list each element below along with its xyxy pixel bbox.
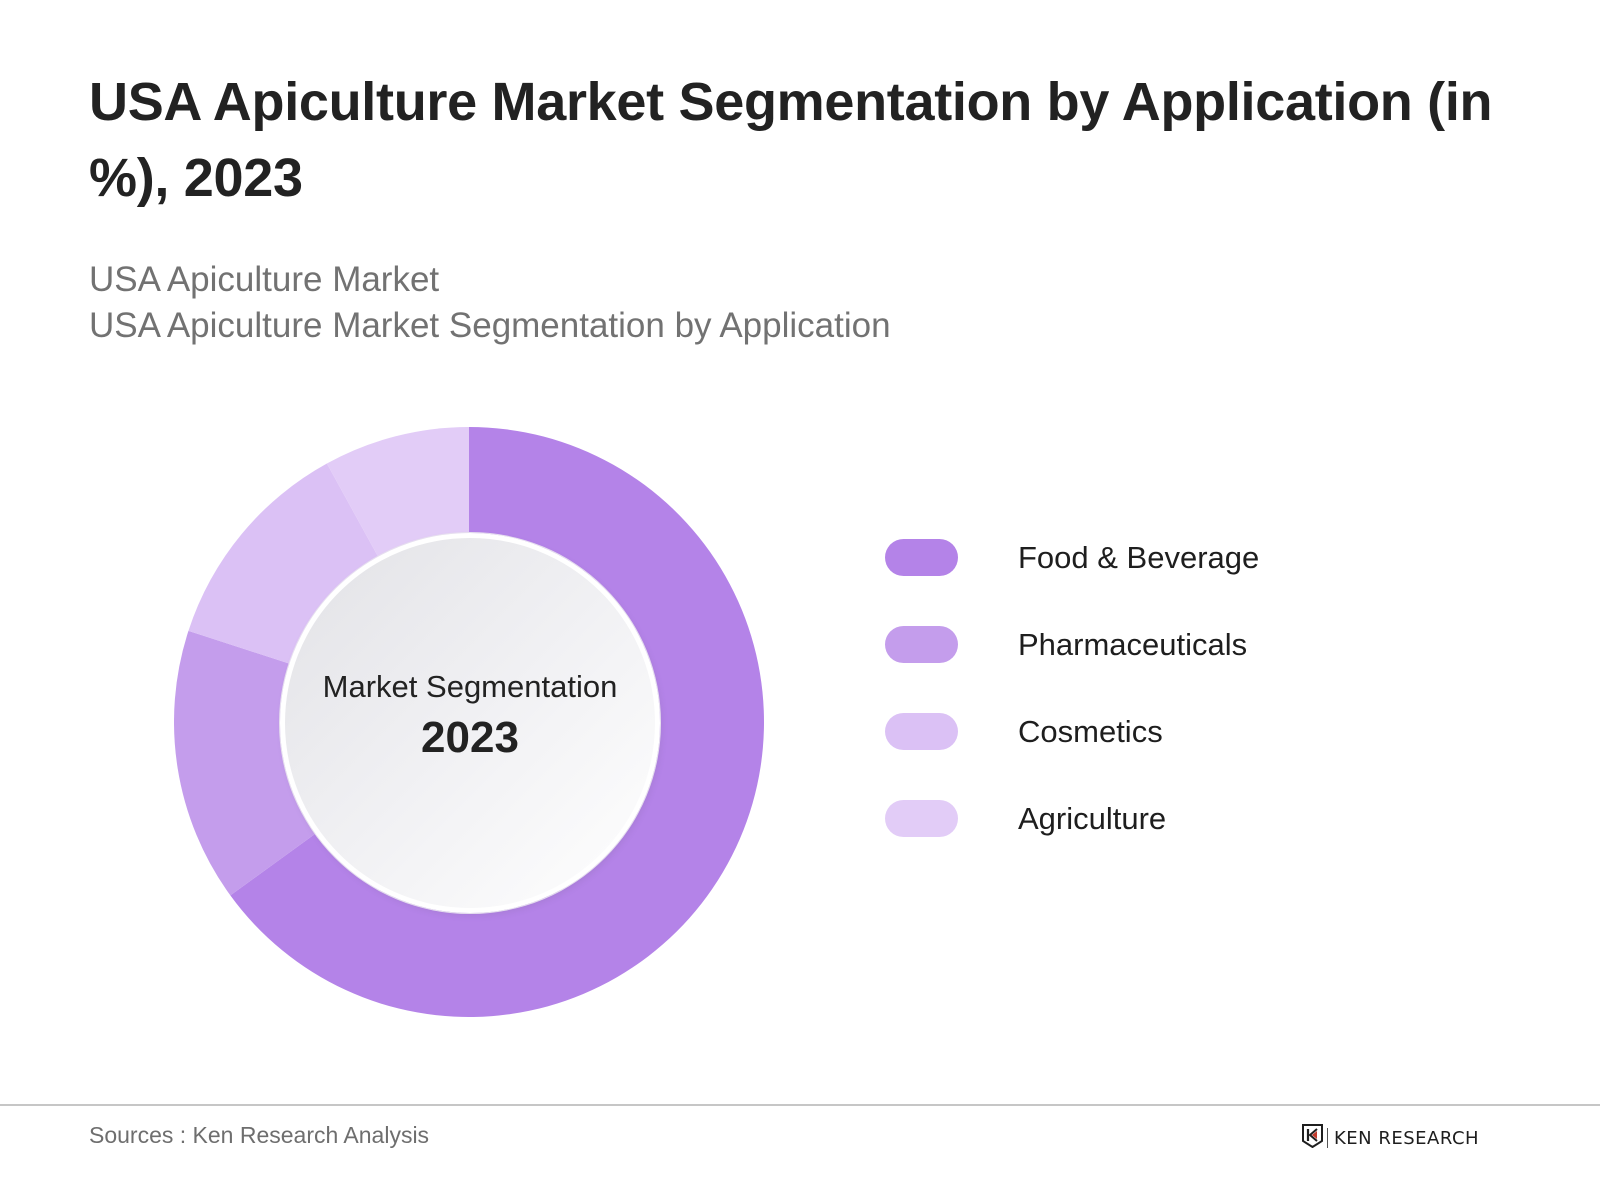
center-label: Market Segmentation — [322, 669, 618, 704]
sources-note: Sources : Ken Research Analysis — [89, 1122, 430, 1148]
legend-label: Cosmetics — [1018, 713, 1163, 749]
legend-label: Food & Beverage — [1018, 539, 1260, 575]
ken-research-logo: KEN RESEARCH — [1302, 1123, 1480, 1153]
legend-item-cosmetics: Cosmetics — [885, 713, 1259, 750]
legend-item-pharmaceuticals: Pharmaceuticals — [885, 626, 1259, 663]
legend-label: Agriculture — [1018, 800, 1167, 836]
chart-title: USA Apiculture Market Segmentation by Ap… — [89, 72, 1493, 208]
legend-swatch — [885, 626, 958, 663]
chart-subtitle-segmentation: USA Apiculture Market Segmentation by Ap… — [89, 306, 891, 345]
legend-swatch — [885, 539, 958, 576]
legend-swatch — [885, 713, 958, 750]
donut-center: Market Segmentation 2023 — [280, 533, 660, 913]
legend-item-agriculture: Agriculture — [885, 800, 1259, 837]
legend-label: Pharmaceuticals — [1018, 626, 1248, 662]
legend-swatch — [885, 800, 958, 837]
logo-text: KEN RESEARCH — [1334, 1127, 1480, 1149]
chart-subtitle-market: USA Apiculture Market — [89, 260, 440, 299]
footer-separator — [0, 1104, 1600, 1106]
center-year: 2023 — [421, 713, 519, 762]
legend: Food & Beverage Pharmaceuticals Cosmetic… — [885, 539, 1259, 887]
donut-chart: Market Segmentation 2023 — [174, 427, 764, 1017]
legend-item-food-beverage: Food & Beverage — [885, 539, 1259, 576]
ken-research-shield-icon — [1302, 1123, 1323, 1153]
logo-divider — [1327, 1128, 1328, 1148]
